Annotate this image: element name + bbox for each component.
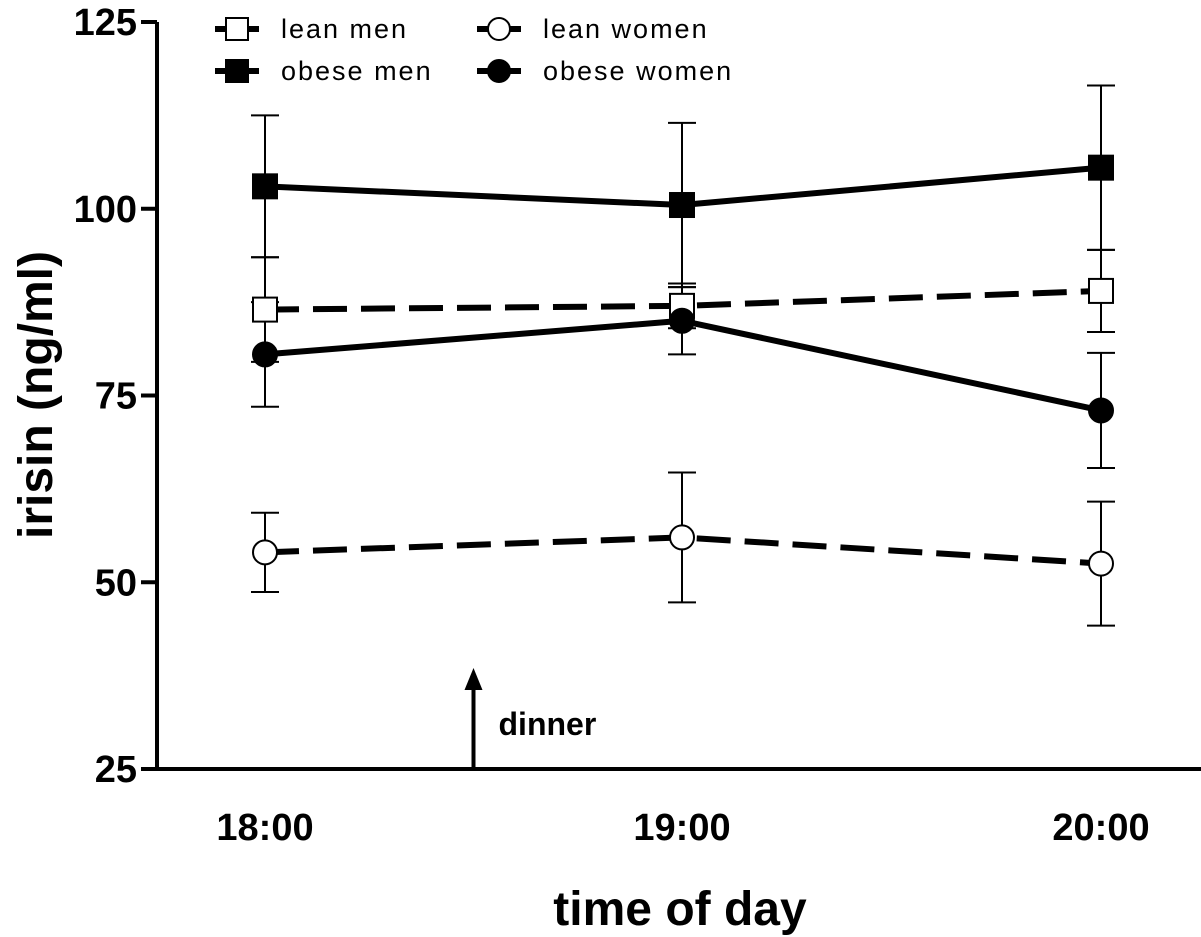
legend-label: lean women	[543, 14, 709, 44]
legend-label: obese men	[281, 56, 433, 86]
y-axis-title: irisin (ng/ml)	[10, 251, 63, 539]
data-point	[252, 296, 278, 323]
data-point	[252, 539, 278, 566]
y-tick-label: 125	[74, 2, 137, 44]
data-point	[669, 192, 695, 219]
x-tick-label: 20:00	[1052, 807, 1149, 849]
x-axis-title: time of day	[553, 883, 807, 936]
data-point	[669, 307, 695, 334]
annotation-arrow-head	[464, 668, 483, 690]
data-point	[1088, 154, 1114, 181]
y-tick-label: 100	[74, 189, 137, 231]
data-point	[1088, 397, 1114, 424]
x-tick-label: 19:00	[633, 807, 730, 849]
markers	[252, 154, 1114, 577]
data-point	[669, 524, 695, 551]
y-tick-label: 25	[95, 749, 137, 791]
y-tick-label: 75	[95, 376, 137, 418]
legend-marker	[225, 59, 249, 83]
data-point	[1088, 550, 1114, 577]
annotations: dinner	[464, 668, 597, 769]
legend-marker	[225, 17, 249, 41]
legend-marker	[487, 59, 511, 83]
annotation-label: dinner	[499, 706, 597, 742]
x-tick-label: 18:00	[216, 807, 313, 849]
data-point	[1088, 277, 1114, 304]
legend: lean men lean women obese men obese women	[215, 14, 733, 86]
data-point	[252, 341, 278, 368]
y-tick-label: 50	[95, 562, 137, 604]
legend-marker	[487, 17, 511, 41]
x-ticks: 18:00 19:00 20:00	[216, 807, 1149, 849]
data-point	[252, 173, 278, 200]
y-ticks: 25 50 75 100 125	[74, 2, 157, 791]
legend-label: lean men	[281, 14, 408, 44]
legend-label: obese women	[543, 56, 733, 86]
